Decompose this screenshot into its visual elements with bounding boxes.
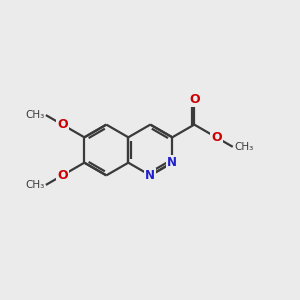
Text: O: O (57, 169, 68, 182)
Text: N: N (167, 156, 177, 169)
Text: CH₃: CH₃ (26, 110, 45, 120)
Text: CH₃: CH₃ (234, 142, 254, 152)
Text: O: O (211, 131, 222, 144)
Text: N: N (145, 169, 155, 182)
Text: O: O (57, 118, 68, 131)
Text: O: O (189, 93, 200, 106)
Text: CH₃: CH₃ (26, 180, 45, 190)
